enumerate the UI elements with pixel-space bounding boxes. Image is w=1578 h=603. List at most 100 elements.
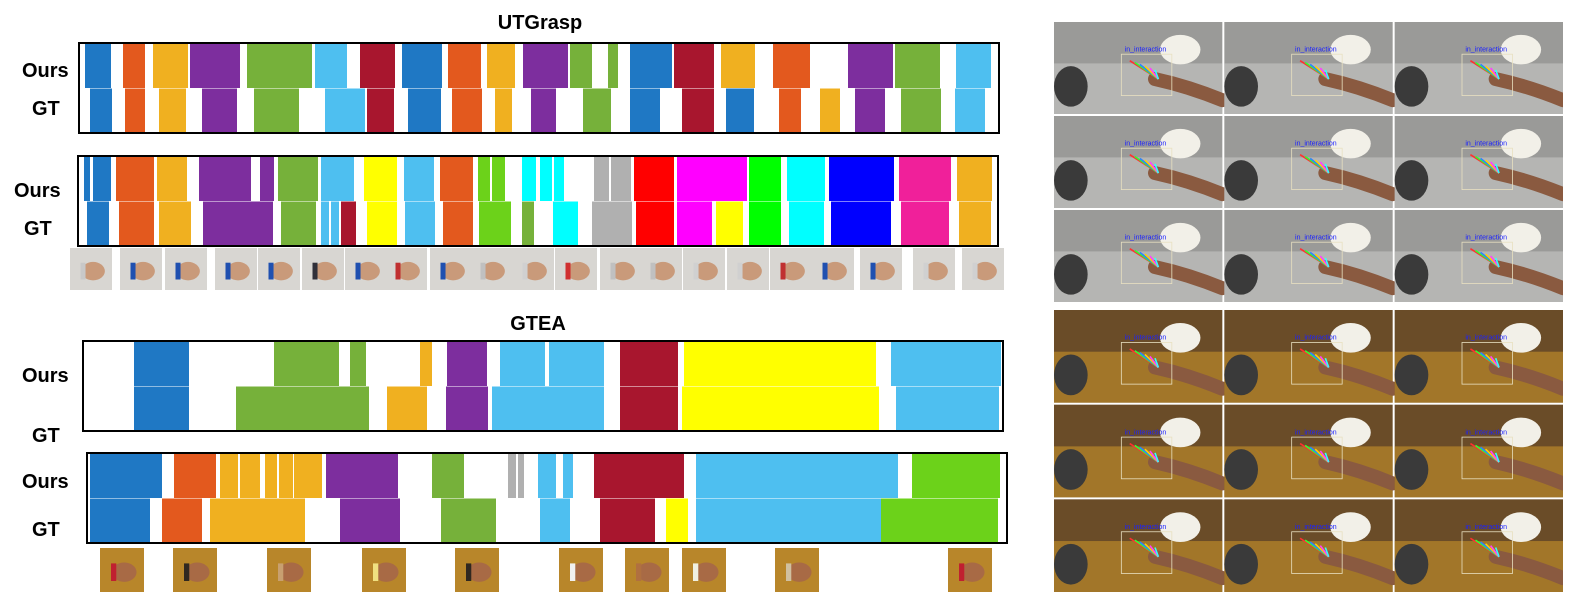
interaction-tag: in_interaction [1295, 524, 1337, 531]
video-frame: in_interaction [1054, 404, 1230, 498]
video-frame: in_interaction [1394, 22, 1563, 114]
gt-segment [682, 386, 879, 430]
interaction-tag: in_interaction [1465, 46, 1507, 53]
ours-segment [220, 454, 238, 498]
ours-segment [549, 342, 604, 386]
thumbnail-image [455, 548, 499, 592]
gt-segment [955, 88, 985, 132]
gt-segment [452, 88, 482, 132]
utgrasp-frame-grid: in_interaction in_interaction in_interacti… [1054, 22, 1563, 302]
ours-segment [402, 44, 442, 88]
ours-segment [265, 454, 277, 498]
gt-segment [553, 201, 578, 245]
row-label-gt: GT [24, 218, 52, 240]
ours-segment [674, 44, 714, 88]
gtea-segmentation-bar-2 [86, 452, 1008, 544]
gt-segment [881, 498, 998, 542]
ours-segment [279, 454, 293, 498]
ours-segment [404, 157, 434, 201]
thumbnail-image [775, 548, 819, 592]
gt-segment [159, 201, 191, 245]
thumbnail-image [512, 248, 554, 290]
ours-segment [677, 157, 747, 201]
ours-segment [518, 454, 524, 498]
thumbnail-image [345, 248, 387, 290]
gt-segment [254, 88, 299, 132]
gt-segment [831, 201, 891, 245]
thumbnail-image [640, 248, 682, 290]
ours-segment [721, 44, 755, 88]
gt-segment [540, 498, 570, 542]
ours-segment [696, 454, 898, 498]
gt-segment [405, 201, 435, 245]
gt-segment [340, 498, 400, 542]
ours-segment [116, 157, 154, 201]
thumbnail-image [555, 248, 597, 290]
gt-segment [87, 201, 109, 245]
thumbnail-image [559, 548, 603, 592]
gt-segment [203, 201, 273, 245]
ours-segment [540, 157, 552, 201]
frame-grid-svg: in_interaction in_interaction in_interacti… [1054, 22, 1563, 302]
ours-segment [620, 342, 678, 386]
video-frame: in_interaction [1054, 310, 1230, 403]
gt-segment [321, 201, 329, 245]
row-label-gt: GT [32, 98, 60, 120]
thumbnail-image [948, 548, 992, 592]
gt-segment [387, 386, 427, 430]
gt-segment [443, 201, 473, 245]
thumbnail-image [727, 248, 769, 290]
video-frame: in_interaction [1224, 404, 1400, 498]
gt-segment [341, 201, 356, 245]
video-frame: in_interaction [1054, 116, 1230, 208]
gt-segment [896, 386, 999, 430]
video-frame: in_interaction [1394, 499, 1563, 592]
gt-segment [281, 201, 316, 245]
gt-segment [779, 88, 801, 132]
thumbnail-image [683, 248, 725, 290]
ours-segment [684, 342, 876, 386]
ours-segment [294, 454, 322, 498]
gt-segment [495, 88, 512, 132]
interaction-tag: in_interaction [1125, 46, 1167, 53]
ours-segment [278, 157, 318, 201]
gt-segment [90, 498, 150, 542]
gt-segment [901, 201, 949, 245]
thumbnail-image [682, 548, 726, 592]
interaction-tag: in_interaction [1295, 335, 1337, 342]
gt-segment [726, 88, 754, 132]
interaction-tag: in_interaction [1465, 524, 1507, 531]
ours-segment [608, 44, 618, 88]
ours-segment [326, 454, 398, 498]
frame-grid-svg: in_interaction in_interaction in_interacti… [1054, 310, 1563, 592]
ours-segment [594, 157, 609, 201]
gt-segment [162, 498, 202, 542]
interaction-tag: in_interaction [1465, 140, 1507, 147]
gtea-segmentation-bar-1 [82, 340, 1004, 432]
ours-segment [508, 454, 516, 498]
gt-segment [441, 498, 496, 542]
interaction-tag: in_interaction [1295, 234, 1337, 241]
ours-segment [895, 44, 940, 88]
video-frame: in_interaction [1054, 499, 1230, 592]
thumbnail-image [430, 248, 472, 290]
row-divider [88, 498, 1006, 499]
ours-segment [247, 44, 312, 88]
ours-segment [538, 454, 556, 498]
interaction-tag: in_interaction [1295, 140, 1337, 147]
gt-segment [325, 88, 365, 132]
ours-segment [448, 44, 481, 88]
row-label-ours: Ours [22, 471, 69, 493]
ours-segment [190, 44, 240, 88]
ours-segment [240, 454, 260, 498]
ours-segment [360, 44, 395, 88]
thumbnail-image [470, 248, 512, 290]
ours-segment [611, 157, 631, 201]
gt-segment [159, 88, 186, 132]
gt-segment [367, 201, 397, 245]
interaction-tag: in_interaction [1295, 46, 1337, 53]
interaction-tag: in_interaction [1465, 429, 1507, 436]
thumbnail-image [770, 248, 812, 290]
video-frame: in_interaction [1054, 210, 1230, 302]
interaction-tag: in_interaction [1465, 335, 1507, 342]
